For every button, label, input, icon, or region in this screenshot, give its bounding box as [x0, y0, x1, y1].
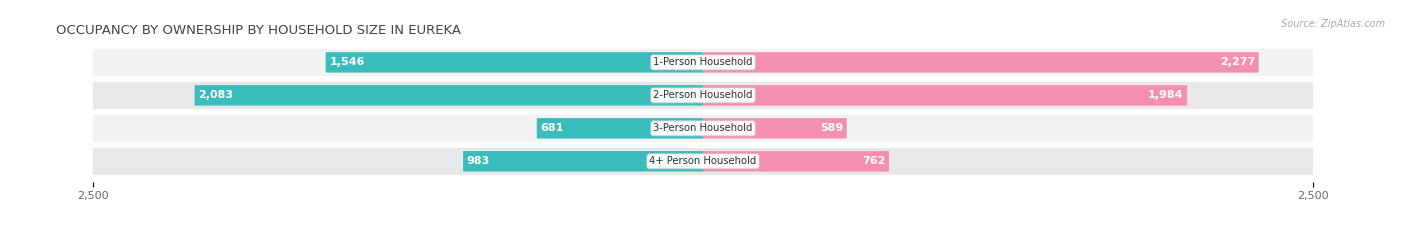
- FancyBboxPatch shape: [326, 52, 703, 73]
- Text: Source: ZipAtlas.com: Source: ZipAtlas.com: [1281, 19, 1385, 29]
- FancyBboxPatch shape: [703, 151, 889, 171]
- FancyBboxPatch shape: [93, 82, 1313, 109]
- FancyBboxPatch shape: [703, 118, 846, 139]
- FancyBboxPatch shape: [194, 85, 703, 106]
- FancyBboxPatch shape: [463, 151, 703, 171]
- FancyBboxPatch shape: [93, 49, 1313, 76]
- Text: OCCUPANCY BY OWNERSHIP BY HOUSEHOLD SIZE IN EUREKA: OCCUPANCY BY OWNERSHIP BY HOUSEHOLD SIZE…: [56, 24, 461, 37]
- Text: 762: 762: [862, 156, 886, 166]
- FancyBboxPatch shape: [703, 52, 1258, 73]
- FancyBboxPatch shape: [93, 115, 1313, 142]
- Text: 1-Person Household: 1-Person Household: [654, 57, 752, 67]
- Text: 1,546: 1,546: [329, 57, 364, 67]
- FancyBboxPatch shape: [703, 85, 1187, 106]
- Text: 2,083: 2,083: [198, 90, 233, 100]
- Text: 1,984: 1,984: [1149, 90, 1184, 100]
- FancyBboxPatch shape: [537, 118, 703, 139]
- Text: 681: 681: [540, 123, 564, 133]
- Text: 2-Person Household: 2-Person Household: [654, 90, 752, 100]
- Text: 4+ Person Household: 4+ Person Household: [650, 156, 756, 166]
- Text: 3-Person Household: 3-Person Household: [654, 123, 752, 133]
- Text: 983: 983: [467, 156, 491, 166]
- Text: 589: 589: [820, 123, 844, 133]
- FancyBboxPatch shape: [93, 148, 1313, 175]
- Text: 2,277: 2,277: [1220, 57, 1256, 67]
